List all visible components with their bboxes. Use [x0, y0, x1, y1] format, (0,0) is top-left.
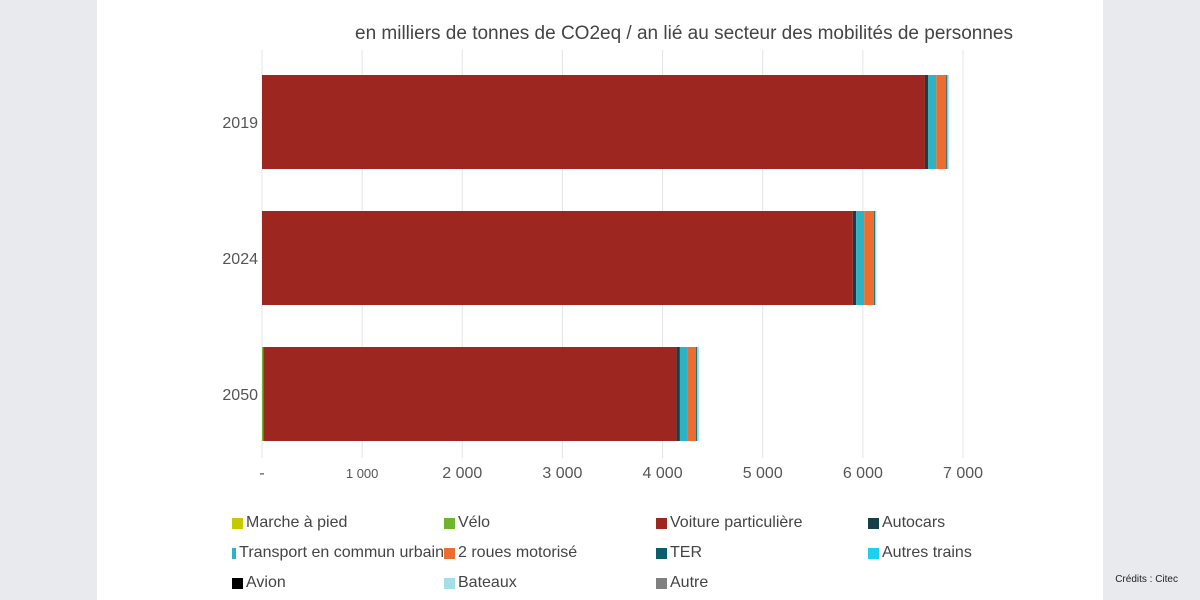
- y-category-label: 2050: [222, 387, 258, 404]
- legend-item: Voiture particulière: [656, 514, 868, 532]
- x-tick-label: 3 000: [542, 465, 582, 482]
- x-tick-label: 6 000: [843, 465, 883, 482]
- bar-segment-autres-trains: [696, 347, 698, 441]
- legend-item: Autre: [656, 574, 868, 592]
- bar-segment-voiture-particuli-re: [262, 75, 925, 169]
- bar-segment-bateaux: [697, 347, 699, 441]
- legend-swatch: [868, 517, 879, 529]
- legend-item: Autocars: [868, 514, 992, 532]
- legend-swatch: [444, 547, 455, 559]
- bar-segment-ter: [873, 211, 875, 305]
- x-tick-label: 5 000: [743, 465, 783, 482]
- legend-label: Bateaux: [458, 574, 517, 591]
- x-tick-label: 1 000: [346, 466, 379, 481]
- bar-segment-autocars: [676, 347, 680, 441]
- legend-item: Bateaux: [444, 574, 656, 592]
- legend-label: Avion: [246, 574, 286, 591]
- legend-label: Marche à pied: [246, 514, 348, 531]
- legend-label: Transport en commun urbain: [239, 544, 444, 561]
- legend-label: Autocars: [882, 514, 946, 531]
- chart-title: en milliers de tonnes de CO2eq / an lié …: [355, 23, 1013, 44]
- legend-item: Transport en commun urbain: [232, 544, 444, 562]
- legend-swatch: [232, 547, 237, 559]
- legend-swatch: [444, 577, 455, 589]
- legend-swatch: [656, 547, 667, 559]
- legend-item: Vélo: [444, 514, 656, 532]
- legend-item: Avion: [232, 574, 444, 592]
- bar-segment-autocars: [852, 211, 857, 305]
- bar-segment-2-roues-motoris-: [864, 211, 874, 305]
- legend-label: Voiture particulière: [670, 514, 803, 531]
- legend-label: Autres trains: [882, 544, 972, 561]
- bar-segment-transport-en-commun-urbain: [679, 347, 688, 441]
- bar-segment-2-roues-motoris-: [936, 75, 947, 169]
- x-tick-label: 2 000: [442, 465, 482, 482]
- bar-segment-autocars: [924, 75, 929, 169]
- legend-swatch: [232, 517, 243, 529]
- legend-swatch: [656, 517, 667, 529]
- legend-swatch: [656, 577, 667, 589]
- bar-segment-voiture-particuli-re: [263, 347, 677, 441]
- bar-segment-autres-trains: [874, 211, 876, 305]
- credits: Crédits : Citec: [1115, 574, 1178, 585]
- legend-swatch: [868, 547, 879, 559]
- y-category-label: 2024: [222, 251, 258, 268]
- bar-segment-bateaux: [947, 75, 949, 169]
- legend-swatch: [232, 577, 243, 589]
- bar-segment-ter: [695, 347, 697, 441]
- bar-segment-bateaux: [875, 211, 877, 305]
- legend-item: Marche à pied: [232, 514, 444, 532]
- legend-label: TER: [670, 544, 702, 561]
- y-category-label: 2019: [222, 115, 258, 132]
- bar-segment-voiture-particuli-re: [262, 211, 853, 305]
- legend-label: 2 roues motorisé: [458, 544, 578, 561]
- legend-item: 2 roues motorisé: [444, 544, 656, 562]
- x-tick-label: 7 000: [943, 465, 983, 482]
- bar-segment-2-roues-motoris-: [687, 347, 696, 441]
- bar-segment-transport-en-commun-urbain: [856, 211, 865, 305]
- x-tick-label: 4 000: [643, 465, 683, 482]
- legend: Marche à pied Vélo Voiture particulière Aut…: [232, 514, 992, 592]
- legend-item: Autres trains: [868, 544, 992, 562]
- bar-segment-autres-trains: [947, 75, 948, 169]
- legend-swatch: [444, 517, 455, 529]
- bar-segment-v-lo: [262, 347, 264, 441]
- bar-segment-transport-en-commun-urbain: [928, 75, 937, 169]
- bar-segment-ter: [946, 75, 948, 169]
- legend-label: Autre: [670, 574, 709, 591]
- legend-item: TER: [656, 544, 868, 562]
- legend-label: Vélo: [458, 514, 491, 531]
- x-tick-label: -: [259, 465, 264, 482]
